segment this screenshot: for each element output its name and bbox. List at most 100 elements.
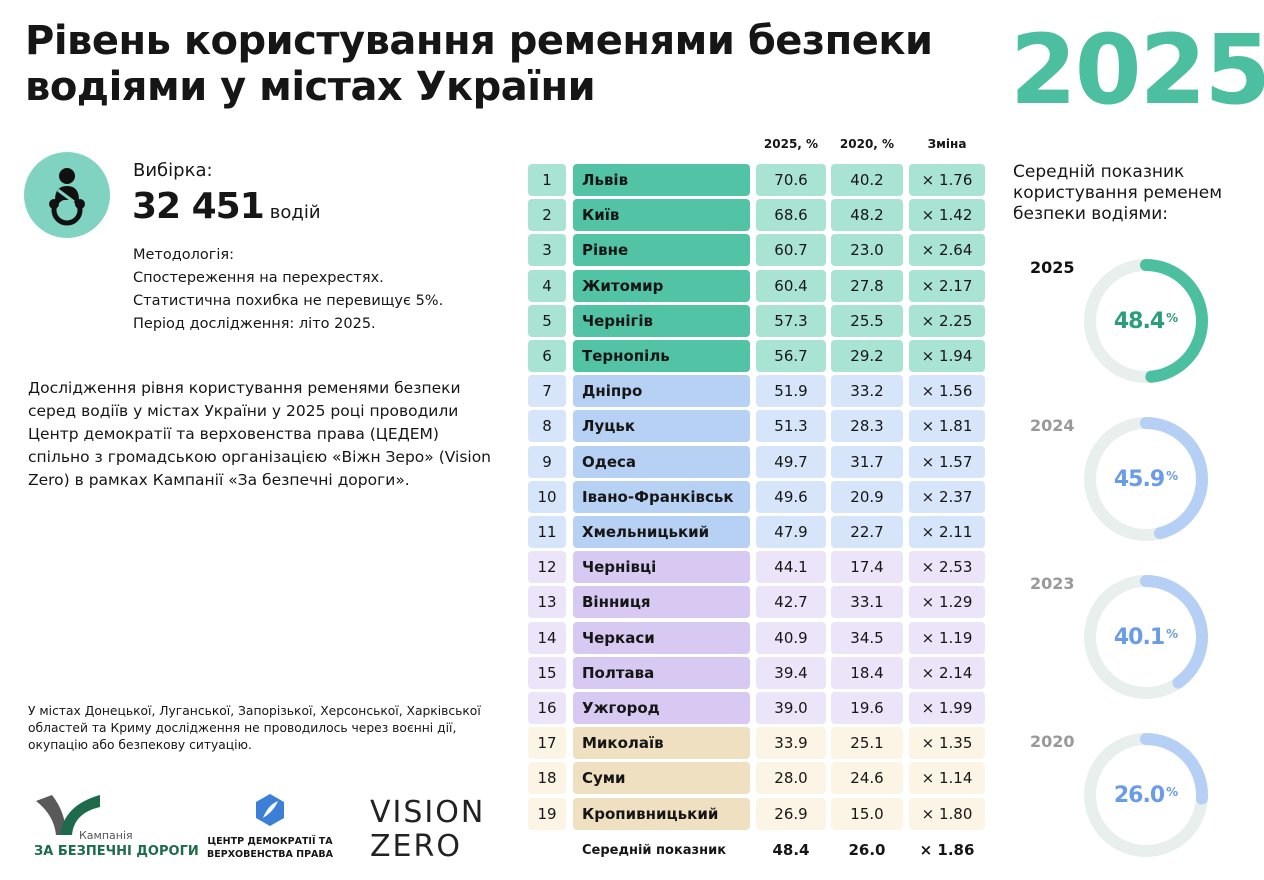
footnote: У містах Донецької, Луганської, Запорізь… <box>28 704 481 752</box>
average-change: × 1.86 <box>919 841 975 859</box>
city-cell: Житомир <box>573 269 750 302</box>
vision-zero-logo: VISION ZERO <box>370 796 485 864</box>
year-heading: 2025 <box>1010 14 1264 126</box>
rank-cell: 13 <box>528 586 566 619</box>
driver-seatbelt-icon <box>24 152 110 238</box>
change-cell: × 1.99 <box>909 692 985 724</box>
value-2025-cell: 44.1 <box>756 551 826 584</box>
city-cell: Львів <box>573 164 750 196</box>
change-cell: × 2.25 <box>909 304 985 337</box>
value-2025-cell: 49.7 <box>756 445 826 478</box>
change-cell: × 1.80 <box>909 797 985 830</box>
zero-text: ZERO <box>370 829 462 864</box>
change-cell: × 1.29 <box>909 586 985 619</box>
campaign-logo: Кампанія ЗА БЕЗПЕЧНІ ДОРОГИ <box>34 793 199 863</box>
city-cell: Луцьк <box>573 410 750 443</box>
change-cell: × 1.19 <box>909 621 985 654</box>
change-cell: × 1.56 <box>909 375 985 408</box>
value-2020-cell: 17.4 <box>831 551 903 584</box>
value-2020-cell: 40.2 <box>831 164 903 196</box>
value-2025-cell: 60.4 <box>756 269 826 302</box>
value-2020-cell: 34.5 <box>831 621 903 654</box>
city-cell: Хмельницький <box>573 516 750 548</box>
value-2025-cell: 60.7 <box>756 234 826 267</box>
change-cell: × 1.35 <box>909 727 985 760</box>
donut-value-number: 40.1 <box>1113 624 1165 650</box>
donut-value: 48.4% <box>1083 258 1209 384</box>
city-cell: Тернопіль <box>573 340 750 372</box>
campaign-small: Кампанія <box>79 829 133 842</box>
city-cell: Вінниця <box>573 586 750 619</box>
city-cell: Дніпро <box>573 375 750 408</box>
change-cell: × 2.64 <box>909 234 985 267</box>
methodology: Методологія: Спостереження на перехрестя… <box>133 244 443 336</box>
sample-count-value: 32 451 <box>132 186 265 227</box>
donut-arc <box>1084 733 1208 857</box>
rank-cell: 17 <box>528 727 566 760</box>
sample-label: Вибірка: <box>133 160 213 181</box>
methodology-heading: Методологія: <box>133 247 235 263</box>
methodology-line: Спостереження на перехрестях. <box>133 270 384 286</box>
city-cell: Чернівці <box>573 551 750 584</box>
rank-cell: 4 <box>528 269 566 302</box>
average-label: Середній показник <box>582 842 727 858</box>
page-title: Рівень користування ременями безпеки вод… <box>25 18 933 110</box>
donut-value: 40.1% <box>1083 574 1209 700</box>
sample-count: 32 451 водій <box>132 186 321 227</box>
donut-year-label: 2023 <box>1030 574 1075 593</box>
city-cell: Кропивницький <box>573 797 750 830</box>
donut-unit: % <box>1166 627 1179 641</box>
change-cell: × 1.57 <box>909 445 985 478</box>
change-cell: × 1.14 <box>909 762 985 795</box>
donut-chart: 48.4% <box>1083 258 1209 384</box>
value-2025-cell: 57.3 <box>756 304 826 337</box>
feather-icon <box>256 794 284 826</box>
value-2020-cell: 29.2 <box>831 340 903 372</box>
donut-value: 26.0% <box>1083 732 1209 858</box>
value-2020-cell: 19.6 <box>831 692 903 724</box>
value-2025-cell: 56.7 <box>756 340 826 372</box>
city-cell: Одеса <box>573 445 750 478</box>
value-2025-cell: 47.9 <box>756 516 826 548</box>
donut-value: 45.9% <box>1083 416 1209 542</box>
methodology-line: Період дослідження: літо 2025. <box>133 316 376 332</box>
value-2020-cell: 33.1 <box>831 586 903 619</box>
rank-cell: 12 <box>528 551 566 584</box>
value-2020-cell: 18.4 <box>831 656 903 689</box>
value-2025-cell: 68.6 <box>756 199 826 232</box>
city-cell: Івано-Франківськ <box>573 480 750 513</box>
city-cell: Миколаїв <box>573 727 750 760</box>
value-2025-cell: 51.9 <box>756 375 826 408</box>
average-title: Середній показник користування ременем б… <box>1013 162 1223 224</box>
value-2020-cell: 31.7 <box>831 445 903 478</box>
value-2020-cell: 28.3 <box>831 410 903 443</box>
cedem-logo: ЦЕНТР ДЕМОКРАТІЇ ТА ВЕРХОВЕНСТВА ПРАВА <box>205 793 335 863</box>
change-cell: × 2.17 <box>909 269 985 302</box>
change-cell: × 2.11 <box>909 516 985 548</box>
value-2020-cell: 15.0 <box>831 797 903 830</box>
city-cell: Чернігів <box>573 304 750 337</box>
study-description: Дослідження рівня користування ременями … <box>28 379 492 489</box>
value-2025-cell: 33.9 <box>756 727 826 760</box>
change-cell: × 1.94 <box>909 340 985 372</box>
donut-unit: % <box>1166 785 1179 799</box>
value-2025-cell: 39.0 <box>756 692 826 724</box>
cedem-name: ЦЕНТР ДЕМОКРАТІЇ ТА ВЕРХОВЕНСТВА ПРАВА <box>207 836 333 860</box>
donut-value-number: 48.4 <box>1113 308 1165 334</box>
donut-year-label: 2024 <box>1030 416 1075 435</box>
rank-cell: 9 <box>528 445 566 478</box>
rank-cell: 5 <box>528 304 566 337</box>
city-cell: Черкаси <box>573 621 750 654</box>
value-2025-cell: 26.9 <box>756 797 826 830</box>
donut-chart: 26.0% <box>1083 732 1209 858</box>
value-2025-cell: 49.6 <box>756 480 826 513</box>
donut-value-number: 45.9 <box>1113 466 1165 492</box>
donut-arc <box>1084 417 1208 541</box>
sample-unit: водій <box>269 202 321 223</box>
vision-text: VISION <box>370 795 486 830</box>
methodology-line: Статистична похибка не перевищує 5%. <box>133 293 444 309</box>
donut-arc <box>1084 575 1208 699</box>
value-2020-cell: 48.2 <box>831 199 903 232</box>
rank-cell: 19 <box>528 797 566 830</box>
value-2020-cell: 23.0 <box>831 234 903 267</box>
